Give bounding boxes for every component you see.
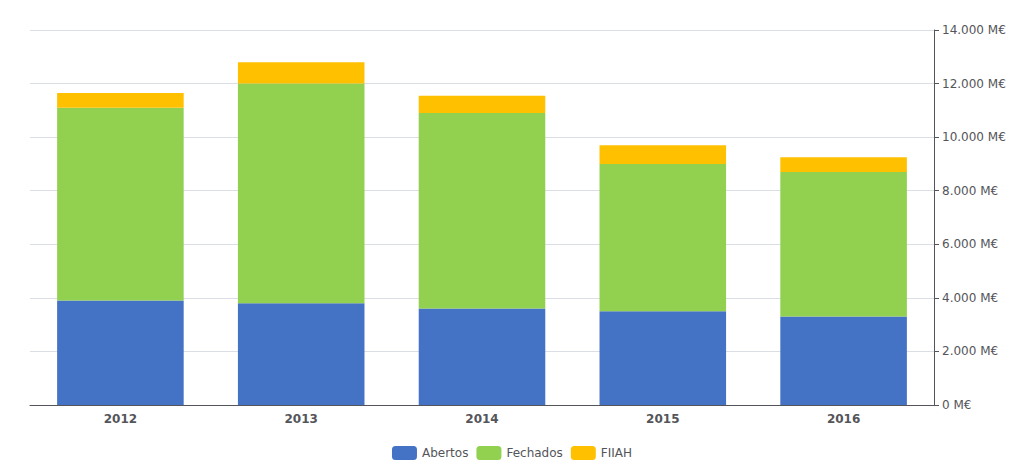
svg-text:4.000 M€: 4.000 M€	[942, 291, 998, 305]
svg-text:12.000 M€: 12.000 M€	[942, 77, 1006, 91]
svg-text:8.000 M€: 8.000 M€	[942, 184, 998, 198]
svg-text:0 M€: 0 M€	[942, 398, 971, 412]
svg-text:2014: 2014	[465, 412, 498, 426]
svg-text:2016: 2016	[827, 412, 860, 426]
svg-text:Abertos: Abertos	[422, 446, 468, 460]
svg-text:FIIAH: FIIAH	[601, 446, 632, 460]
svg-text:Fechados: Fechados	[506, 446, 562, 460]
svg-text:14.000 M€: 14.000 M€	[942, 23, 1006, 37]
svg-text:2012: 2012	[104, 412, 137, 426]
svg-text:6.000 M€: 6.000 M€	[942, 237, 998, 251]
svg-text:2.000 M€: 2.000 M€	[942, 344, 998, 358]
svg-text:10.000 M€: 10.000 M€	[942, 130, 1006, 144]
svg-text:2015: 2015	[646, 412, 679, 426]
svg-text:2013: 2013	[284, 412, 317, 426]
